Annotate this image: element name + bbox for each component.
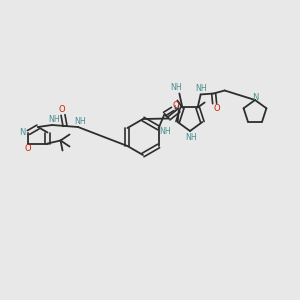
Text: NH: NH bbox=[160, 128, 172, 136]
Text: NH: NH bbox=[195, 84, 206, 93]
Text: O: O bbox=[213, 104, 220, 113]
Text: NH: NH bbox=[185, 133, 197, 142]
Text: O: O bbox=[24, 144, 31, 153]
Text: NH: NH bbox=[48, 116, 60, 124]
Text: O: O bbox=[59, 106, 65, 115]
Text: NH: NH bbox=[74, 118, 86, 127]
Text: N: N bbox=[19, 128, 26, 137]
Text: O: O bbox=[172, 101, 179, 110]
Text: NH: NH bbox=[170, 83, 182, 92]
Text: H: H bbox=[173, 105, 179, 114]
Text: N: N bbox=[252, 92, 258, 101]
